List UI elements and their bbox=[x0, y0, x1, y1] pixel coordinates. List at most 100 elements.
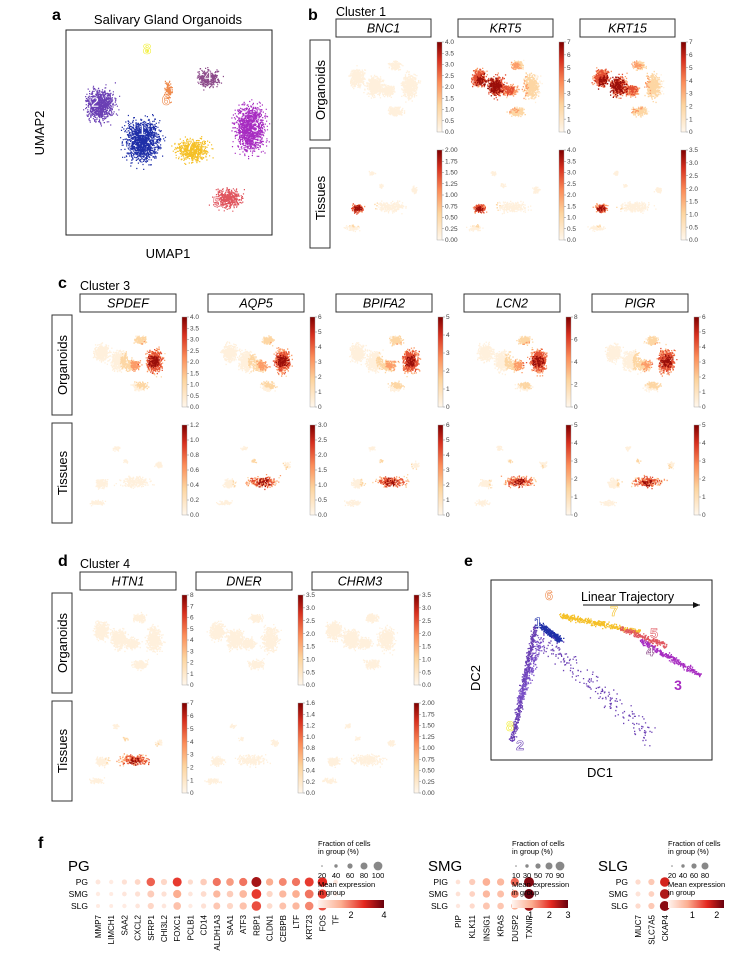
organoid-aqp5-points-0 bbox=[219, 336, 276, 393]
panel-b-cluster-label: Cluster 1 bbox=[336, 5, 386, 19]
dot-chi3l2-pg bbox=[160, 878, 168, 886]
tissue-dner-colorbar-label: 0.0 bbox=[306, 790, 315, 797]
legend-mean-title: Mean expression in group bbox=[512, 880, 569, 897]
umap-cluster-3-points bbox=[231, 99, 271, 160]
organoid-chrm3-points-0 bbox=[325, 613, 399, 671]
organoid-chrm3-colorbar bbox=[413, 594, 420, 686]
dot-kras-smg bbox=[497, 890, 505, 898]
tissue-aqp5-colorbar-label: 3.0 bbox=[318, 422, 327, 429]
dotplot-gene-label: RBP1 bbox=[252, 914, 261, 935]
organoid-aqp5-points-1 bbox=[247, 335, 287, 390]
legend-fraction-title: Fraction of cells in group (%) bbox=[512, 839, 565, 856]
gene-box-htn1 bbox=[79, 571, 177, 591]
tissue-aqp5-colorbar-label: 1.5 bbox=[318, 467, 327, 474]
tissue-htn1-colorbar-label: 1 bbox=[190, 777, 194, 784]
legend-mean-title: Mean expression in group bbox=[318, 880, 375, 897]
dot-ltf-smg bbox=[292, 890, 300, 898]
legend-color-bar bbox=[668, 900, 724, 908]
dot-cxcl2-pg bbox=[134, 879, 141, 885]
dot-chi3l2-slg bbox=[161, 903, 167, 909]
row-label-organoids: Organoids bbox=[313, 60, 328, 120]
tissue-krt15-colorbar bbox=[680, 149, 687, 241]
dot-limch1-slg bbox=[109, 904, 114, 908]
gene-box-pigr bbox=[591, 293, 689, 313]
organoid-htn1-colorbar-label: 8 bbox=[190, 592, 194, 599]
dotplot-title-pg: PG bbox=[68, 858, 90, 875]
dot-atf3-slg bbox=[239, 902, 247, 910]
dot-insig1-pig bbox=[482, 878, 491, 886]
dot-txnip-smg bbox=[524, 889, 534, 899]
dotplot-smg: SMG PIG SMG SLG PIP KLK11 INSIG1 KRAS DUSP2 TXNIP… bbox=[428, 839, 571, 942]
legend-size-dot bbox=[525, 864, 529, 868]
organoid-bnc1-colorbar-label: 1.5 bbox=[445, 95, 454, 102]
tissue-bnc1-colorbar-label: 1.75 bbox=[445, 158, 458, 165]
dotplot-slg: SLG PG SMG SLG MUC7 SLC7A5 CKAP4 Fraction of ce… bbox=[598, 839, 725, 945]
dotplot-gene-label: LIMCH1 bbox=[107, 914, 116, 944]
organoid-krt15-colorbar-label: 6 bbox=[689, 52, 693, 59]
organoid-chrm3-colorbar-label: 1.0 bbox=[422, 656, 431, 663]
tissue-bnc1-points-0 bbox=[343, 170, 418, 233]
legend-size-label: 40 bbox=[679, 871, 687, 880]
organoid-bnc1-points-0 bbox=[348, 60, 422, 117]
tissue-spdef-colorbar-label: 0.2 bbox=[190, 497, 199, 504]
organoid-spdef-colorbar bbox=[181, 316, 188, 408]
dot-tf-smg bbox=[333, 891, 338, 897]
umap-xlabel: UMAP1 bbox=[146, 246, 191, 261]
dotplot-row-label: SLG bbox=[71, 901, 88, 911]
dotplot-gene-label: SFRP1 bbox=[147, 914, 156, 940]
legend-size-label: 70 bbox=[545, 871, 553, 880]
dc-label-7: 7 bbox=[610, 603, 618, 619]
tissue-pigr-colorbar-label: 5 bbox=[702, 422, 706, 429]
tissue-krt5-colorbar-label: 2.5 bbox=[567, 181, 576, 188]
legend-size-label: 60 bbox=[346, 871, 354, 880]
tissue-pigr-colorbar-label: 4 bbox=[702, 440, 706, 447]
dotplot-gene-label: CKAP4 bbox=[661, 914, 670, 941]
organoid-bpifa2-points-4 bbox=[405, 355, 416, 367]
organoid-krt5-colorbar-label: 6 bbox=[567, 52, 571, 59]
dot-mmp7-slg bbox=[95, 903, 101, 909]
organoid-bpifa2-colorbar-label: 5 bbox=[446, 314, 450, 321]
dot-chi3l2-smg bbox=[161, 891, 167, 897]
row-label-organoids: Organoids bbox=[55, 335, 70, 395]
tissue-bnc1-colorbar-label: 0.75 bbox=[445, 203, 458, 210]
dot-mmp7-pg bbox=[95, 879, 101, 885]
organoid-lcn2-colorbar bbox=[565, 316, 572, 408]
gene-title-lcn2: LCN2 bbox=[496, 297, 528, 311]
dot-ckap4-pg bbox=[660, 877, 670, 887]
dot-saa2-pg bbox=[121, 879, 128, 885]
umap-label-8: 8 bbox=[143, 41, 151, 58]
umap-frame bbox=[65, 29, 273, 236]
dc-label-2: 2 bbox=[516, 737, 524, 753]
legend-color-label: 2 bbox=[714, 910, 719, 920]
tissue-krt15-points-1 bbox=[596, 206, 623, 228]
dotplot-gene-label: SAA1 bbox=[226, 914, 235, 935]
organoid-krt5-colorbar-label: 3 bbox=[567, 91, 571, 98]
dot-foxc1-slg bbox=[173, 902, 182, 910]
umap-label-6: 6 bbox=[162, 92, 170, 109]
organoid-pigr-colorbar-label: 3 bbox=[702, 359, 706, 366]
organoid-dner-colorbar-label: 1.5 bbox=[306, 644, 315, 651]
organoid-krt5-colorbar-label: 4 bbox=[567, 78, 571, 85]
legend-size-label: 30 bbox=[523, 871, 531, 880]
organoid-chrm3-colorbar-label: 3.0 bbox=[422, 605, 431, 612]
organoid-bpifa2-colorbar bbox=[437, 316, 444, 408]
legend-color-label: 2 bbox=[547, 910, 552, 920]
dotplot-gene-label: FOXC1 bbox=[173, 914, 182, 941]
organoid-lcn2-colorbar-label: 6 bbox=[574, 337, 578, 344]
panel-f-letter: f bbox=[38, 835, 44, 852]
organoid-aqp5-colorbar-label: 5 bbox=[318, 329, 322, 336]
tissue-krt15-colorbar-label: 2.0 bbox=[689, 186, 698, 193]
tissue-spdef-colorbar-label: 0.0 bbox=[190, 512, 199, 519]
tissue-krt15-points-4 bbox=[596, 205, 606, 213]
legend-fraction-title: Fraction of cells in group (%) bbox=[318, 839, 371, 856]
panel-b: b Cluster 1 Organoids Tissues BNC1 0.0 0.5 1.… bbox=[308, 5, 698, 249]
dot-atf3-smg bbox=[239, 890, 248, 898]
tissue-chrm3-colorbar-label: 1.25 bbox=[422, 734, 435, 741]
tissue-bnc1-colorbar-label: 1.00 bbox=[445, 192, 458, 199]
dot-limch1-pg bbox=[109, 879, 114, 885]
dotplot-gene-label: DUSP2 bbox=[511, 914, 520, 941]
tissue-htn1-colorbar-label: 6 bbox=[190, 713, 194, 720]
dc-label-6: 6 bbox=[545, 587, 553, 603]
tissue-spdef-colorbar-label: 1.0 bbox=[190, 437, 199, 444]
legend-size-dot bbox=[671, 865, 673, 867]
